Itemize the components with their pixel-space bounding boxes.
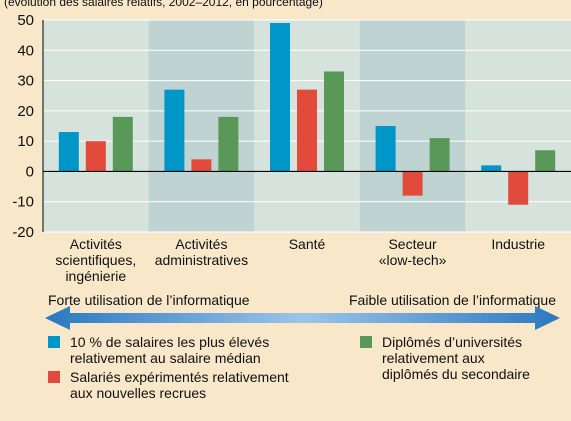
bar [270, 23, 290, 172]
x-tick-label: Secteur «low-tech» [379, 236, 447, 268]
x-tick-label: Activités administratives [155, 236, 248, 268]
bar [324, 71, 344, 172]
bar [508, 171, 529, 205]
legend-label: 10 % de salaires les plus élevés relative… [70, 334, 269, 366]
x-tick-label: Activités scientifiques, ingénierie [55, 236, 136, 284]
legend-swatch [48, 336, 60, 348]
bar [297, 89, 317, 172]
y-tick-label: 40 [17, 42, 34, 59]
bar [191, 159, 212, 172]
bar [164, 89, 185, 172]
bar [375, 126, 396, 172]
bar [402, 171, 423, 196]
subtitle: (évolution des salaires relatifs, 2002–2… [4, 0, 323, 9]
legend-swatch [360, 336, 372, 348]
annotation: Forte utilisation de l’informatique [48, 292, 250, 308]
y-tick-label: 50 [17, 12, 34, 29]
usage-arrow [45, 306, 560, 330]
annotation: Faible utilisation de l’informatique [349, 292, 556, 308]
bar [535, 150, 556, 172]
bar [481, 165, 502, 172]
y-tick-label: 20 [17, 103, 34, 120]
bar [218, 116, 239, 172]
legend-label: Salariés expérimentés relativement aux no… [70, 369, 289, 401]
legend-swatch [48, 371, 60, 383]
bar [58, 132, 79, 172]
x-tick-label: Santé [289, 236, 326, 252]
bar [112, 116, 133, 172]
bar [429, 138, 450, 172]
legend-label: Diplômés d’universités relativement aux di… [382, 334, 530, 382]
bar [85, 141, 106, 172]
y-tick-label: 30 [17, 73, 34, 90]
y-tick-label: -20 [12, 224, 34, 241]
y-tick-label: 10 [17, 133, 34, 150]
x-tick-label: Industrie [491, 236, 545, 252]
y-tick-label: 0 [26, 163, 34, 180]
y-tick-label: -10 [12, 194, 34, 211]
